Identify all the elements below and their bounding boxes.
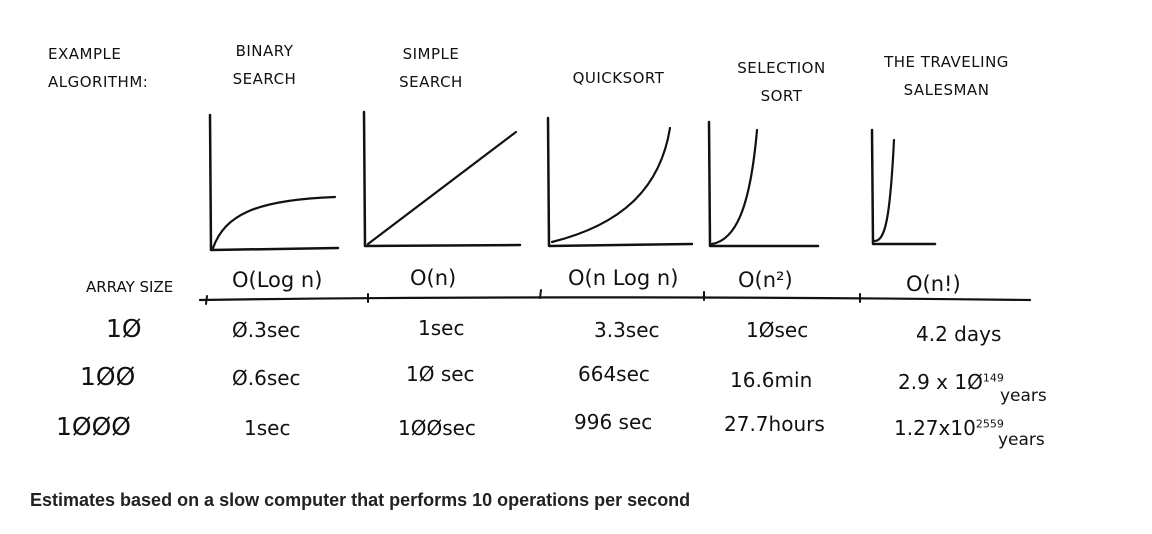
time-salesman-100-exponent: 149 [982,371,1004,385]
time-simple-100: 1Ø sec [406,362,475,386]
caption: Estimates based on a slow computer that … [30,490,691,510]
algo-name-traveling-salesman: THE TRAVELING SALESMAN [864,48,1029,104]
time-simple-1000: 1ØØsec [398,416,476,440]
complexity-simple-search: O(n) [410,266,457,290]
graph-simple-search [362,110,522,248]
time-salesman-1000-exponent: 2559 [975,417,1004,431]
array-size-10: 1Ø [106,314,142,343]
time-salesman-100-base: 2.9 x 1Ø [898,370,983,394]
complexity-quicksort: O(n Log n) [568,266,679,290]
algo-name-selection-sort: SELECTION SORT [724,54,839,110]
algo-name-line1: SELECTION [737,59,826,77]
algo-name-line1: SIMPLE [402,45,460,63]
example-label-line1: EXAMPLE [48,45,122,63]
algo-name-line1: QUICKSORT [572,69,665,87]
algo-name-line2: SEARCH [232,70,297,88]
time-selection-100: 16.6min [730,368,813,392]
example-label-line2: ALGORITHM: [48,73,149,91]
time-simple-10: 1sec [418,316,465,340]
complexity-binary-search: O(Log n) [232,268,323,292]
time-binary-100: Ø.6sec [232,366,301,390]
time-selection-10: 1Øsec [746,318,809,342]
time-quicksort-10: 3.3sec [594,318,660,342]
time-salesman-100: 2.9 x 1Ø149 [898,370,1004,394]
graph-binary-search [208,113,340,252]
algo-name-line2: SORT [760,87,803,105]
algo-name-line2: SEARCH [399,73,463,91]
time-quicksort-1000: 996 sec [574,410,653,434]
graph-traveling-salesman [870,128,937,246]
complexity-selection-sort: O(n²) [738,268,793,292]
graph-quicksort [546,116,694,248]
complexity-traveling-salesman: O(n!) [906,272,961,296]
time-selection-1000: 27.7hours [724,412,825,436]
array-size-1000: 1ØØØ [56,412,131,441]
time-salesman-1000-base: 1.27x10 [894,416,976,440]
time-binary-1000: 1sec [244,416,291,440]
time-quicksort-100: 664sec [578,362,650,386]
algo-name-line1: BINARY [235,42,294,60]
algo-name-line1: THE TRAVELING [884,53,1009,71]
time-salesman-1000-unit: years [998,430,1045,450]
array-size-100: 1ØØ [80,362,136,391]
table-divider [198,289,1032,305]
time-salesman-10: 4.2 days [916,322,1002,346]
time-salesman-1000: 1.27x102559 [894,416,1004,440]
algo-name-line2: SALESMAN [903,81,990,99]
algo-name-binary-search: BINARY SEARCH [222,37,307,93]
time-salesman-100-unit: years [1000,386,1047,406]
example-label: EXAMPLE ALGORITHM: [48,40,148,96]
graph-selection-sort [707,120,820,248]
array-size-label: ARRAY SIZE [86,278,174,296]
algo-name-quicksort: QUICKSORT [556,64,681,92]
algo-name-simple-search: SIMPLE SEARCH [386,40,476,96]
time-binary-10: Ø.3sec [232,318,301,342]
